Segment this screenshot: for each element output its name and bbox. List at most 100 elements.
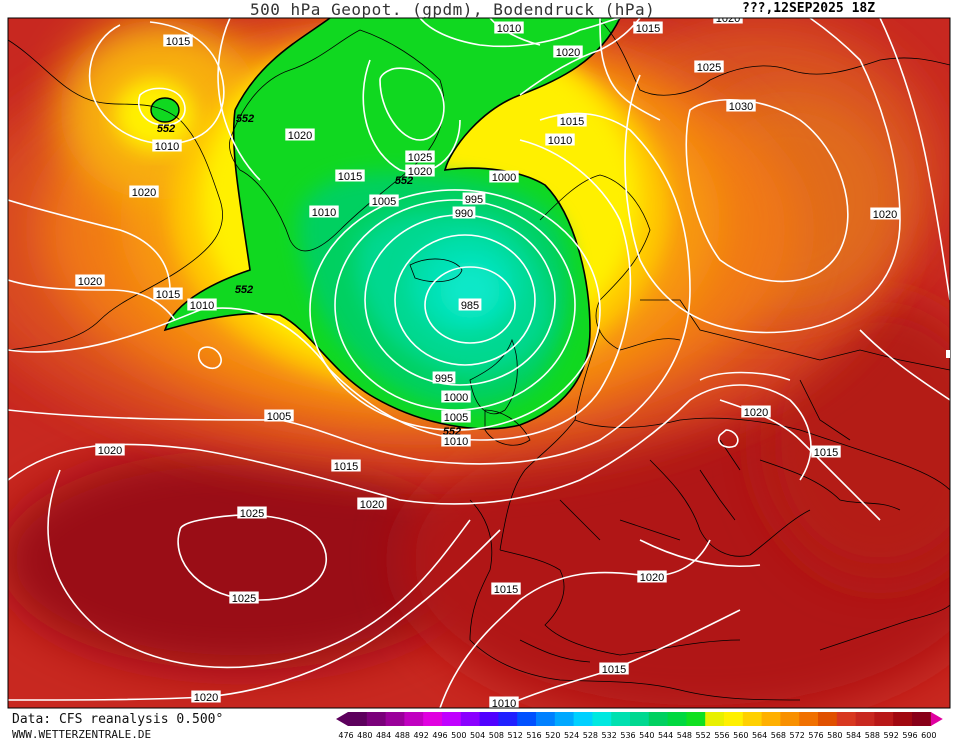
- isobar-label-text: 1020: [556, 47, 580, 59]
- isobar-label: 1005: [264, 409, 294, 423]
- isobar-label-text: 552: [157, 123, 175, 135]
- isobar-label-text: 1025: [240, 508, 264, 520]
- colorbar-left-arrow: [336, 712, 348, 726]
- colorbar-swatch: [366, 712, 387, 726]
- isobar-label-text: 1020: [288, 130, 312, 142]
- colorbar-tick-label: 536: [620, 731, 635, 740]
- colorbar-tick-label: 508: [489, 731, 504, 740]
- isobar-label: 1010: [441, 434, 471, 448]
- colorbar-swatch: [648, 712, 669, 726]
- isobar-label-text: 1015: [602, 664, 626, 676]
- colorbar-tick-label: 548: [677, 731, 692, 740]
- isobar-label: 1015: [811, 445, 841, 459]
- colorbar-tick-label: 592: [884, 731, 899, 740]
- isobar-label: 1015: [557, 114, 587, 128]
- colorbar-tick-label: 496: [432, 731, 447, 740]
- colorbar-swatch: [611, 712, 631, 726]
- isobar-label-text: 1020: [78, 276, 102, 288]
- isobar-label-text: 1010: [548, 135, 572, 147]
- colorbar-tick-label: 492: [414, 731, 429, 740]
- isobar-label: 1010: [187, 298, 217, 312]
- isobar-label-text: 1010: [312, 207, 336, 219]
- isobar-label: 552: [157, 123, 175, 135]
- colorbar-tick-label: 572: [790, 731, 805, 740]
- isobar-label-text: 1010: [492, 698, 516, 710]
- colorbar-swatch: [742, 712, 763, 726]
- isobar-label-text: 985: [461, 300, 479, 312]
- isobar-label-text: 1020: [360, 499, 384, 511]
- colorbar-tick-label: 504: [470, 731, 485, 740]
- isobar-label: 1015: [331, 459, 361, 473]
- colorbar-tick-label: 564: [752, 731, 767, 740]
- colorbar: 476 480 484 488 492 496 500 504 508 512 516 520 524 5…: [336, 712, 943, 740]
- isobar-label: 1020: [870, 207, 900, 221]
- colorbar-tick-label: 500: [451, 731, 466, 740]
- website-url: WWW.WETTERZENTRALE.DE: [12, 728, 152, 741]
- isobar-label-text: 1020: [640, 572, 664, 584]
- isobar-label-text: 1000: [492, 172, 516, 184]
- isobar-label-text: 1020: [408, 166, 432, 178]
- colorbar-swatch: [573, 712, 593, 726]
- isobar-label: 990: [452, 206, 476, 220]
- isobar-label-text: 552: [235, 284, 253, 296]
- isobar-label: 1010: [489, 696, 519, 710]
- colorbar-swatches: [336, 712, 943, 726]
- isobar-label-text: 1010: [444, 436, 468, 448]
- colorbar-swatch: [912, 712, 932, 726]
- isobar-label: 1025: [229, 591, 259, 605]
- isobar-label: 1010: [152, 139, 182, 153]
- colorbar-tick-label: 516: [526, 731, 541, 740]
- isobar-label-text: 1025: [697, 62, 721, 74]
- colorbar-tick-label: 480: [357, 731, 372, 740]
- colorbar-swatch: [385, 712, 405, 726]
- colorbar-swatch: [630, 712, 650, 726]
- isobar-label: 985: [458, 298, 482, 312]
- colorbar-swatch: [874, 712, 894, 726]
- colorbar-tick-label: 556: [714, 731, 729, 740]
- isobar-label-text: 1015: [560, 116, 584, 128]
- colorbar-swatch: [799, 712, 819, 726]
- isobar-label-text: 1015: [814, 447, 838, 459]
- colorbar-swatch: [554, 712, 575, 726]
- isobar-label-text: 1015: [494, 584, 518, 596]
- colorbar-swatch: [667, 712, 687, 726]
- isobar-label-text: 995: [465, 194, 483, 206]
- isobar-label: 1020: [713, 18, 743, 25]
- colorbar-tick-label: 580: [827, 731, 842, 740]
- colorbar-swatch: [348, 712, 368, 726]
- isobar-label: 1020: [75, 274, 105, 288]
- isobar-label-text: 1020: [744, 407, 768, 419]
- isobar-label-text: 1020: [194, 692, 218, 704]
- isobar-label: 1020: [191, 690, 221, 704]
- colorbar-tick-label: 568: [771, 731, 786, 740]
- colorbar-swatch: [404, 712, 424, 726]
- isobars: [8, 18, 950, 708]
- isobar-label: 1010: [309, 205, 339, 219]
- isobar-label-text: 1025: [408, 152, 432, 164]
- isobar-label: 1015: [163, 34, 193, 48]
- isobar-label-text: 1010: [155, 141, 179, 153]
- isobar-label: 1020: [637, 570, 667, 584]
- colorbar-tick-label: 520: [545, 731, 560, 740]
- colorbar-swatch: [893, 712, 913, 726]
- colorbar-tick-label: 560: [733, 731, 748, 740]
- isobar-label-text: 995: [435, 373, 453, 385]
- isobar-label-text: 1005: [444, 412, 468, 424]
- isobar-label: 1015: [599, 662, 629, 676]
- colorbar-swatch: [423, 712, 443, 726]
- isobar-label-text: 552: [236, 113, 254, 125]
- colorbar-tick-label: 576: [808, 731, 823, 740]
- isobar-labels: 1015 1010 1020 1015 1020 1025 1030 1020 1010 552 5…: [75, 18, 900, 710]
- isobar-label-text: 1030: [729, 101, 753, 113]
- colorbar-tick-label: 488: [395, 731, 410, 740]
- colorbar-swatch: [818, 712, 838, 726]
- isobar-label-text: 1020: [873, 209, 897, 221]
- colorbar-tick-label: 552: [696, 731, 711, 740]
- isobar-label: 1015: [153, 287, 183, 301]
- isobar-label: 1020: [285, 128, 315, 142]
- colorbar-swatch: [855, 712, 875, 726]
- isobar-label: 1025: [405, 150, 435, 164]
- isobar-label: 1020: [405, 164, 435, 178]
- colorbar-swatch: [705, 712, 725, 726]
